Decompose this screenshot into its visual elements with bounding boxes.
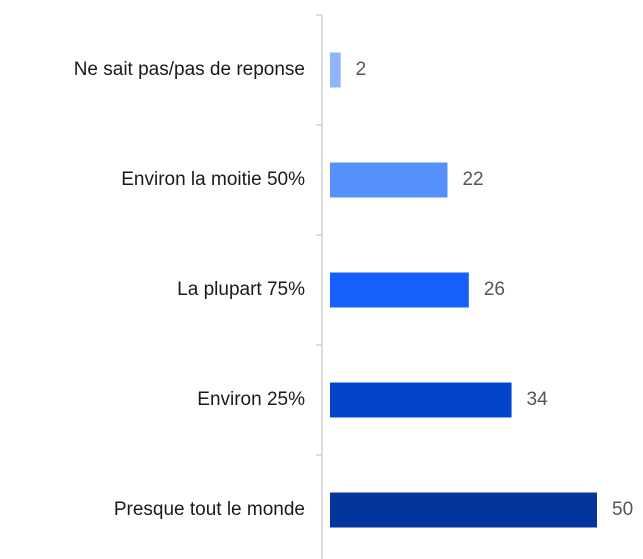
value-label: 26 [484,279,505,300]
bar [330,382,512,418]
category-label: Environ 25% [197,389,305,410]
bar [330,52,341,88]
value-label: 2 [356,59,367,80]
category-label: Presque tout le monde [114,499,305,520]
bar [330,272,469,308]
value-label: 22 [462,169,483,190]
bar [330,162,448,198]
category-label: La plupart 75% [177,279,305,300]
value-label: 50 [612,499,633,520]
category-label: Ne sait pas/pas de reponse [74,59,305,80]
value-label: 34 [527,389,549,410]
bar [330,492,597,528]
category-label: Environ la moitie 50% [121,169,305,190]
